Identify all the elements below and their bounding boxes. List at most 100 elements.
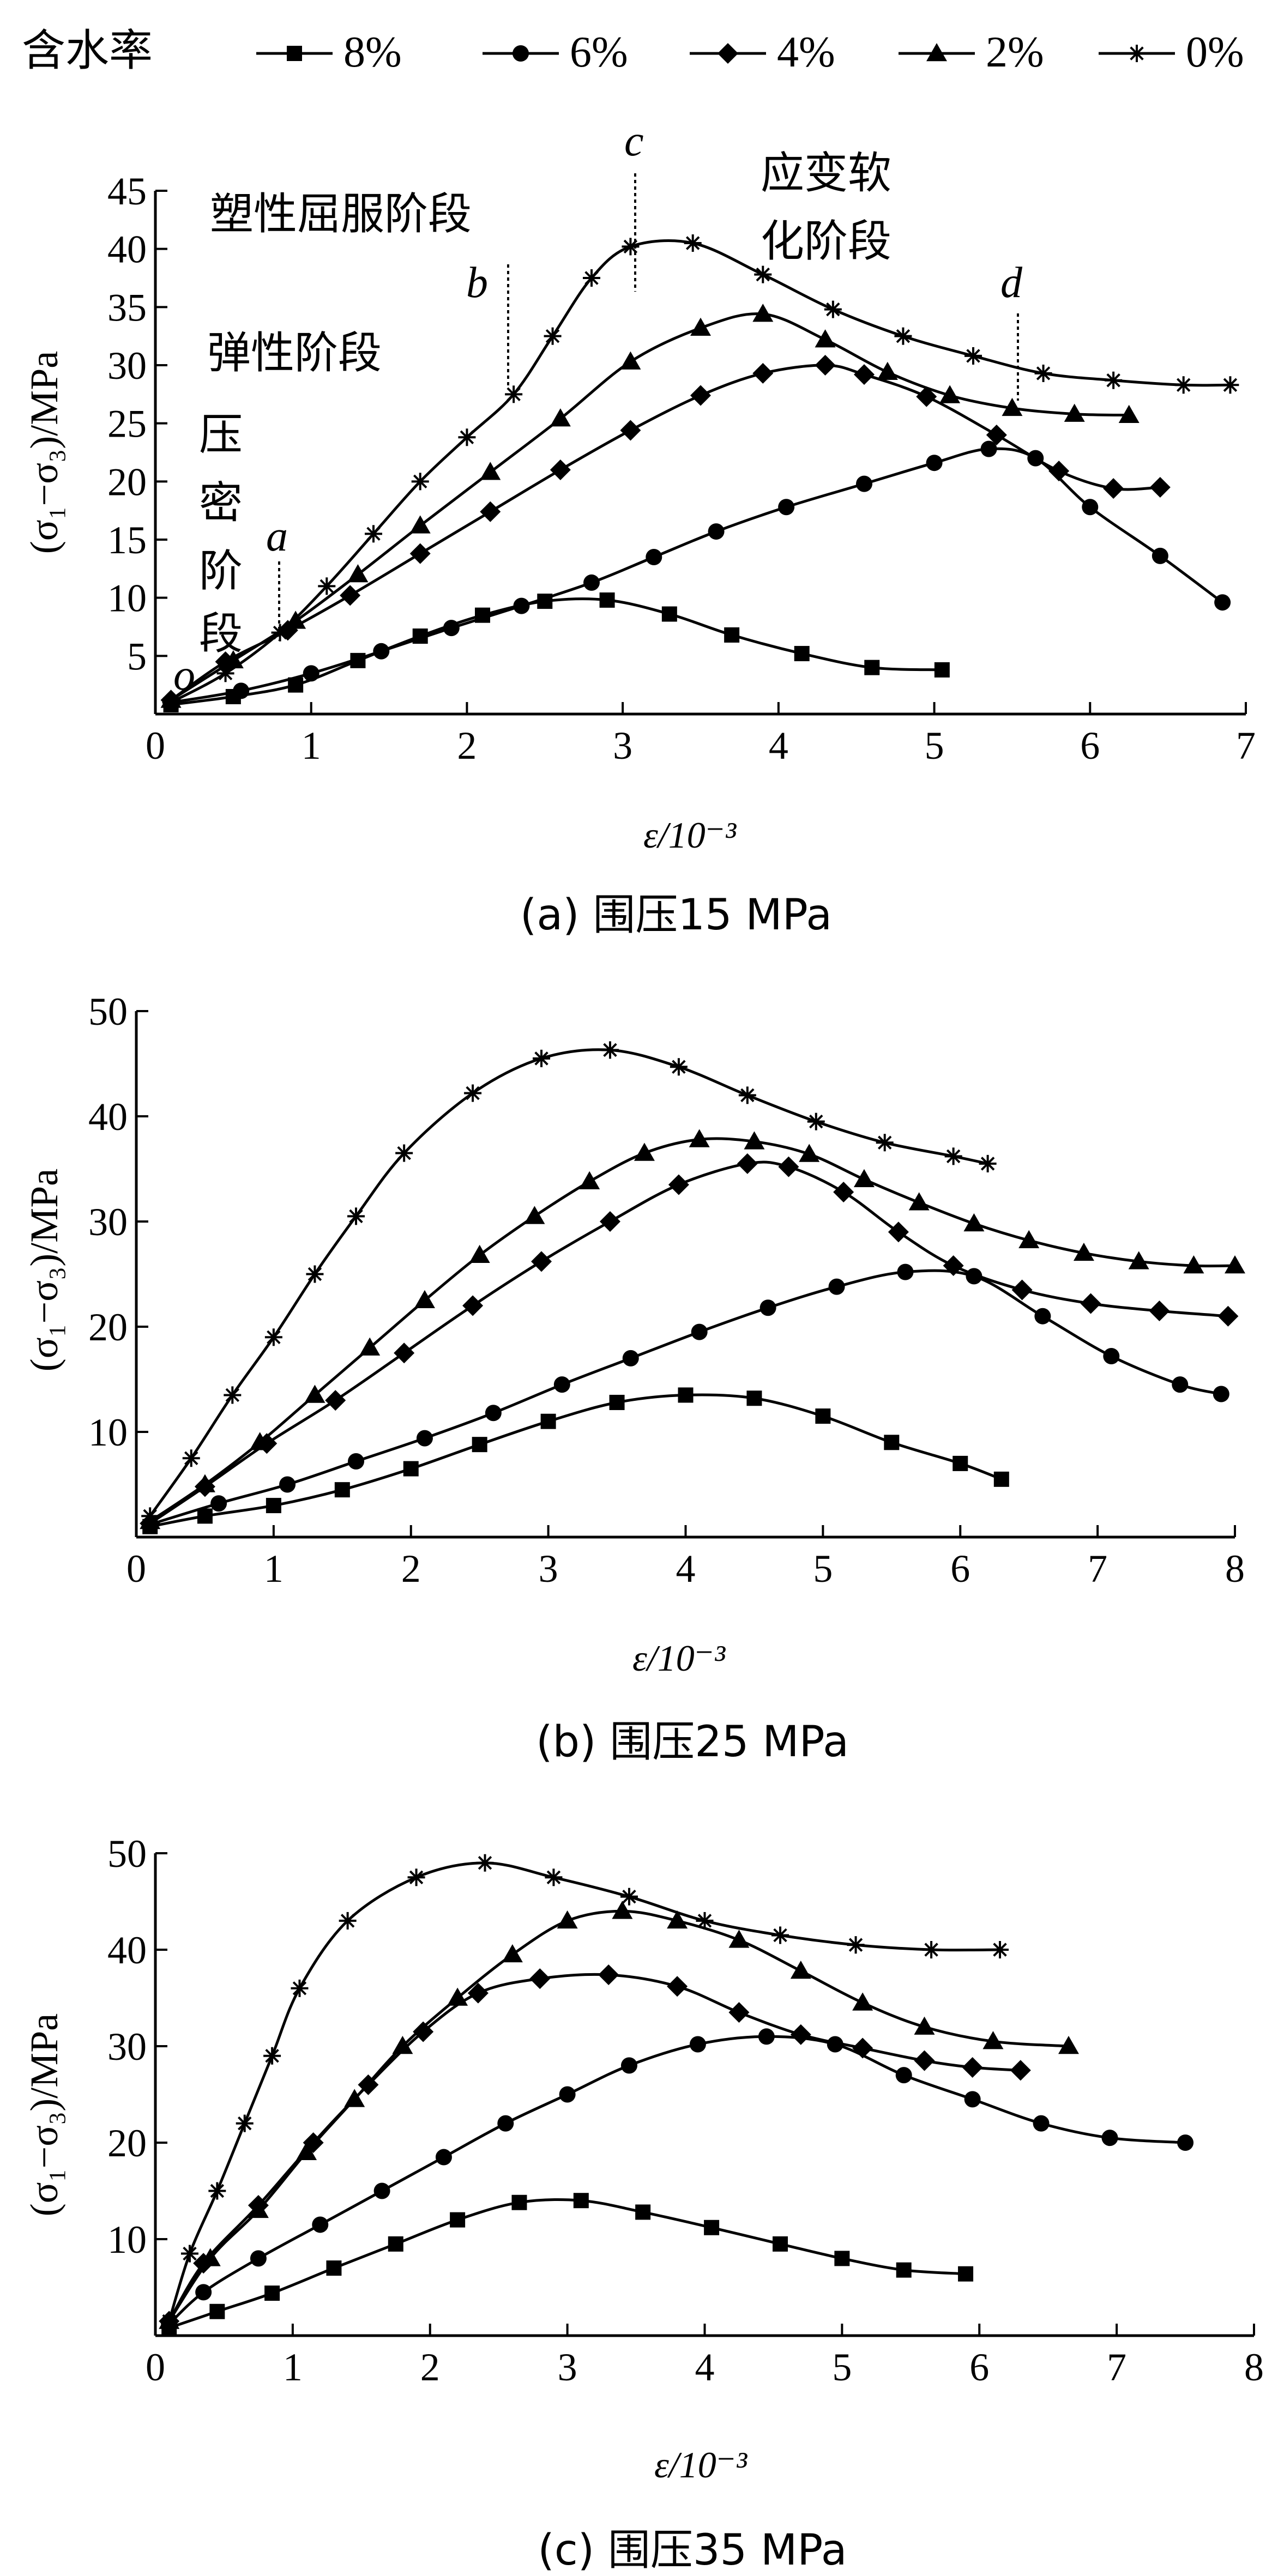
y-tick-label: 25 [107,402,147,446]
data-point [778,1156,799,1177]
point-c-label: c [624,117,644,165]
x-tick-label: 3 [539,1547,558,1591]
data-point [1033,2115,1050,2132]
data-point [513,597,530,614]
data-point [550,408,571,427]
data-point [670,1058,688,1076]
data-point [443,620,460,637]
data-point [646,549,662,565]
x-tick-label: 2 [420,2345,440,2389]
data-point [409,543,431,564]
data-point [1011,1279,1033,1301]
data-point [340,585,361,606]
data-point [347,564,369,583]
data-point [467,1982,489,2004]
legend-label: 2% [986,28,1044,76]
data-point [668,1174,689,1195]
series-line [149,1393,1002,1528]
data-point [991,1941,1009,1958]
data-point [696,1912,714,1930]
data-point [895,2067,912,2084]
data-point [480,501,501,522]
legend-item-0pct: 0% [1099,28,1244,76]
data-point [1064,403,1085,422]
x-tick-label: 5 [832,2345,852,2389]
x-tick-label: 4 [769,724,788,767]
annotation-softening-line1: 应变软 [761,148,891,198]
data-point [620,1888,638,1906]
legend-marker-circle [513,45,529,62]
data-point [856,475,872,492]
y-tick-label: 40 [107,228,147,271]
data-point [403,1461,419,1477]
series-line [149,1137,1235,1523]
x-tick-label: 8 [1225,1547,1245,1591]
data-point [529,1968,551,1990]
data-point [934,662,950,678]
data-point [752,362,774,384]
data-point [1018,1230,1040,1248]
y-tick-label: 30 [88,1200,128,1244]
data-point [773,2236,788,2252]
data-point [689,2036,706,2053]
data-point [754,265,772,283]
data-point [359,1337,381,1356]
data-point [553,1376,570,1393]
series-0pct [141,1041,997,1525]
data-point [894,327,912,345]
y-tick-label: 40 [88,1095,128,1139]
y-tick-label: 45 [107,170,147,213]
stage-annotations: 弹性阶段 塑性屈服阶段 应变软 化阶段 压 密 阶 段 [199,148,891,659]
legend-item-8pct: 8% [256,28,402,76]
data-point [1152,547,1168,564]
y-tick-label: 20 [107,460,147,504]
stage-dotted-lines [278,173,1019,640]
x-tick-label: 0 [126,1547,146,1591]
x-tick-label: 5 [925,724,944,767]
data-point [752,304,774,322]
legend-item-6pct: 6% [483,28,628,76]
data-point [908,1192,930,1211]
y-tick-label: 10 [107,577,147,620]
data-point [799,1144,820,1162]
data-point [497,2115,514,2132]
data-point [724,627,740,643]
data-point [612,1901,633,1919]
data-point [583,574,600,591]
data-point [1073,1242,1094,1261]
annotation-compaction-2: 密 [199,477,243,528]
point-b-label: b [466,259,488,307]
data-point [209,2303,225,2319]
data-point [854,364,875,385]
x-tick-label: 7 [1088,1547,1107,1591]
data-point [216,664,234,682]
legend-marker-triangle [926,43,947,62]
legend: 含水率 8% 6% 4% 2% 0% [22,25,1244,76]
data-point [622,238,640,256]
data-point [325,1390,346,1411]
data-point [511,2194,527,2210]
series-line [149,1160,1228,1525]
annotation-compaction-3: 阶 [199,546,243,596]
data-point [1174,376,1192,394]
data-point [678,1387,694,1403]
data-point [263,2047,281,2065]
y-tick-label: 20 [88,1305,128,1349]
data-point [545,1868,563,1886]
data-point [622,1350,639,1366]
data-point [794,646,810,662]
x-tick-label: 4 [695,2345,715,2389]
data-point [744,1131,765,1150]
data-point [524,1206,545,1224]
data-point [897,1263,914,1280]
data-point [888,1222,909,1243]
chart-b: 0 1 2 3 4 5 6 7 8 10 20 30 40 50 [88,990,1245,1591]
panel-b: 0 1 2 3 4 5 6 7 8 10 20 30 40 50 ε/10⁻³ (σ₁−σ₃)/MPa (… [22,990,1245,1767]
panel-c-xlabel: ε/10⁻³ [654,2444,748,2486]
series-line [168,2035,1186,2325]
data-point [409,515,431,534]
data-point [162,693,180,711]
panel-c-caption: (c) 围压35 MPa [538,2526,847,2575]
data-point [557,1910,578,1929]
data-point [339,1912,357,1930]
